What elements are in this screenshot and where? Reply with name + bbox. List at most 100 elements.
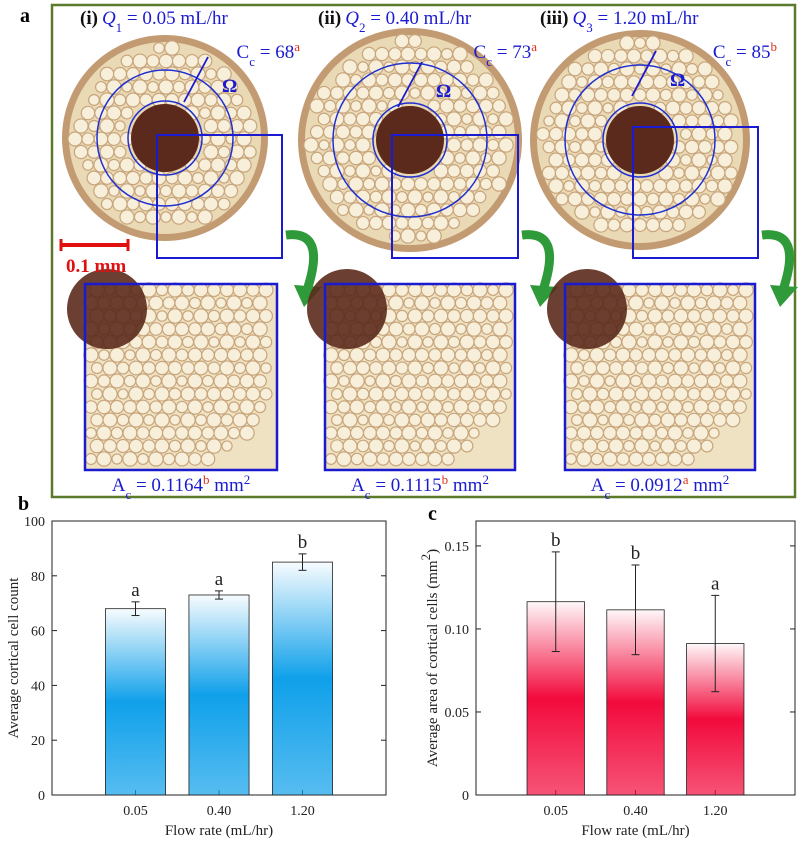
cell (433, 334, 449, 350)
cell (361, 150, 377, 166)
cell (135, 373, 151, 389)
cell (395, 216, 409, 230)
cell (422, 191, 434, 203)
cell (567, 191, 583, 207)
cell (219, 282, 235, 298)
cell (152, 197, 166, 211)
x-axis-label: Flow rate (mL/hr) (581, 823, 689, 839)
cell (194, 387, 208, 401)
cell (499, 361, 513, 375)
cell (142, 439, 156, 453)
cell (414, 47, 428, 61)
cell (349, 347, 365, 363)
cell (453, 373, 469, 389)
cell (323, 99, 337, 113)
cell (453, 399, 469, 415)
cell (323, 399, 339, 415)
cell (400, 46, 416, 62)
cell (661, 361, 675, 375)
cell (128, 360, 144, 376)
cell (453, 99, 467, 113)
scale-label: 0.1 mm (66, 256, 126, 277)
cell (415, 230, 427, 242)
cell (193, 360, 209, 376)
cell (122, 451, 138, 467)
rate-sub: 1 (116, 20, 123, 35)
arrow-head (770, 285, 798, 307)
cell (388, 451, 404, 467)
cell (388, 321, 404, 337)
cell (481, 323, 493, 335)
cell (645, 35, 661, 51)
cell (486, 138, 500, 152)
cell (723, 139, 739, 155)
cell (116, 361, 130, 375)
cell (226, 295, 242, 311)
cell (146, 54, 160, 68)
cell (187, 373, 203, 389)
cell (498, 111, 514, 127)
cell (705, 179, 719, 193)
cell (342, 438, 358, 454)
cell (215, 297, 227, 309)
cell (725, 360, 741, 376)
cell (229, 170, 245, 186)
cell (732, 373, 748, 389)
cell (232, 282, 248, 298)
cell (336, 203, 350, 217)
cell (687, 335, 701, 349)
cell (206, 412, 222, 428)
cell (349, 425, 365, 441)
cell (725, 412, 741, 428)
cell (253, 374, 267, 388)
cell (368, 386, 384, 402)
cell (609, 361, 623, 375)
cell (239, 373, 255, 389)
cell (679, 101, 693, 115)
cell (125, 170, 141, 186)
cell (161, 425, 177, 441)
cell (375, 399, 391, 415)
cell (706, 295, 722, 311)
cell (594, 166, 608, 180)
cell (67, 131, 83, 147)
cell (145, 183, 161, 199)
cell (309, 124, 325, 140)
panel-a-frame (50, 3, 797, 499)
cell (473, 413, 487, 427)
cell (577, 348, 591, 362)
cell (146, 80, 160, 94)
cell (259, 335, 273, 349)
cell (128, 386, 144, 402)
count-sub: c (726, 54, 732, 69)
cell (303, 137, 319, 153)
cell (111, 453, 123, 465)
cell (202, 401, 214, 413)
count-letter: a (294, 39, 300, 54)
cell (732, 321, 748, 337)
cell (245, 386, 261, 402)
cell (700, 439, 714, 453)
cell (214, 322, 228, 336)
cell (205, 68, 217, 80)
cell (381, 334, 397, 350)
cell (246, 283, 260, 297)
cell (623, 440, 635, 452)
outline-inner (602, 102, 678, 178)
cell (719, 399, 735, 415)
cell (714, 362, 726, 374)
cell (647, 360, 663, 376)
cell (447, 387, 461, 401)
cell (374, 46, 390, 62)
cell (245, 334, 261, 350)
cell (452, 72, 468, 88)
cell (667, 451, 683, 467)
cell (210, 131, 226, 147)
cell (150, 375, 162, 387)
cell (413, 72, 429, 88)
x-tick-label: 1.20 (290, 804, 315, 819)
cell (721, 323, 733, 335)
x-axis-label: Flow rate (mL/hr) (165, 823, 273, 839)
cell (486, 86, 500, 100)
cell (426, 176, 442, 192)
